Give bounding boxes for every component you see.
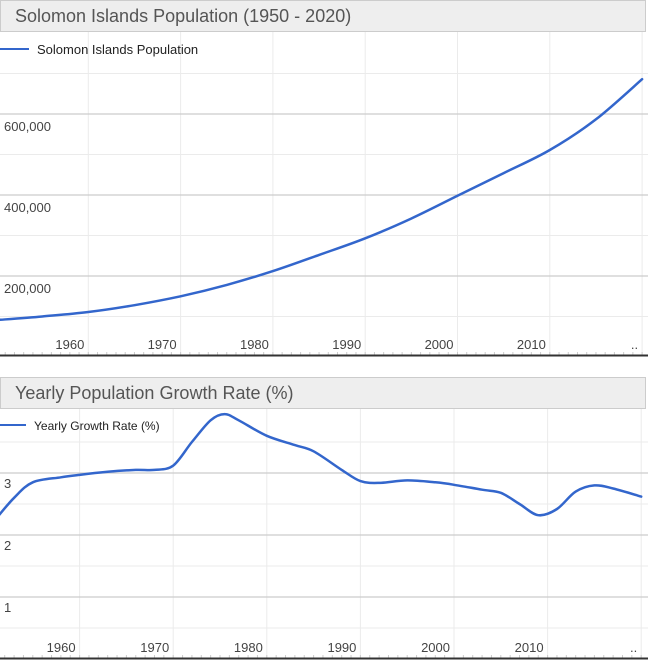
x-tick-label: 1990	[332, 337, 361, 352]
legend-label: Solomon Islands Population	[37, 42, 198, 57]
series-line	[0, 77, 644, 322]
chart2-title: Yearly Population Growth Rate (%)	[15, 383, 294, 403]
x-tick-label: 2010	[517, 337, 546, 352]
x-tick-label: ..	[631, 337, 638, 352]
y-tick-label: 1	[4, 600, 11, 615]
growth-rate-chart: 1 2 3 1960 1970 1980 1990 2000 2010 .. Yearly Grow…	[0, 409, 648, 660]
x-tick-label: ..	[630, 640, 637, 655]
x-tick-label: 1980	[240, 337, 269, 352]
chart1-header: Solomon Islands Population (1950 - 2020)	[0, 0, 646, 32]
chart2-header: Yearly Population Growth Rate (%)	[0, 377, 646, 409]
x-tick-label: 2000	[425, 337, 454, 352]
legend-label: Yearly Growth Rate (%)	[34, 419, 160, 433]
population-chart: 200,000 400,000 600,000 1960 1970 1980 1990 200…	[0, 32, 648, 357]
y-tick-label: 2	[4, 538, 11, 553]
y-tick-label: 200,000	[4, 281, 51, 296]
series-line	[0, 412, 643, 517]
x-tick-label: 1960	[47, 640, 76, 655]
x-tick-label: 1970	[140, 640, 169, 655]
x-tick-label: 2000	[421, 640, 450, 655]
x-tick-label: 1970	[148, 337, 177, 352]
x-tick-label: 1960	[55, 337, 84, 352]
chart1-title: Solomon Islands Population (1950 - 2020)	[15, 6, 352, 26]
x-tick-label: 1980	[234, 640, 263, 655]
y-tick-label: 3	[4, 476, 11, 491]
x-tick-label: 2010	[515, 640, 544, 655]
y-tick-label: 400,000	[4, 200, 51, 215]
x-tick-label: 1990	[327, 640, 356, 655]
y-tick-label: 600,000	[4, 119, 51, 134]
